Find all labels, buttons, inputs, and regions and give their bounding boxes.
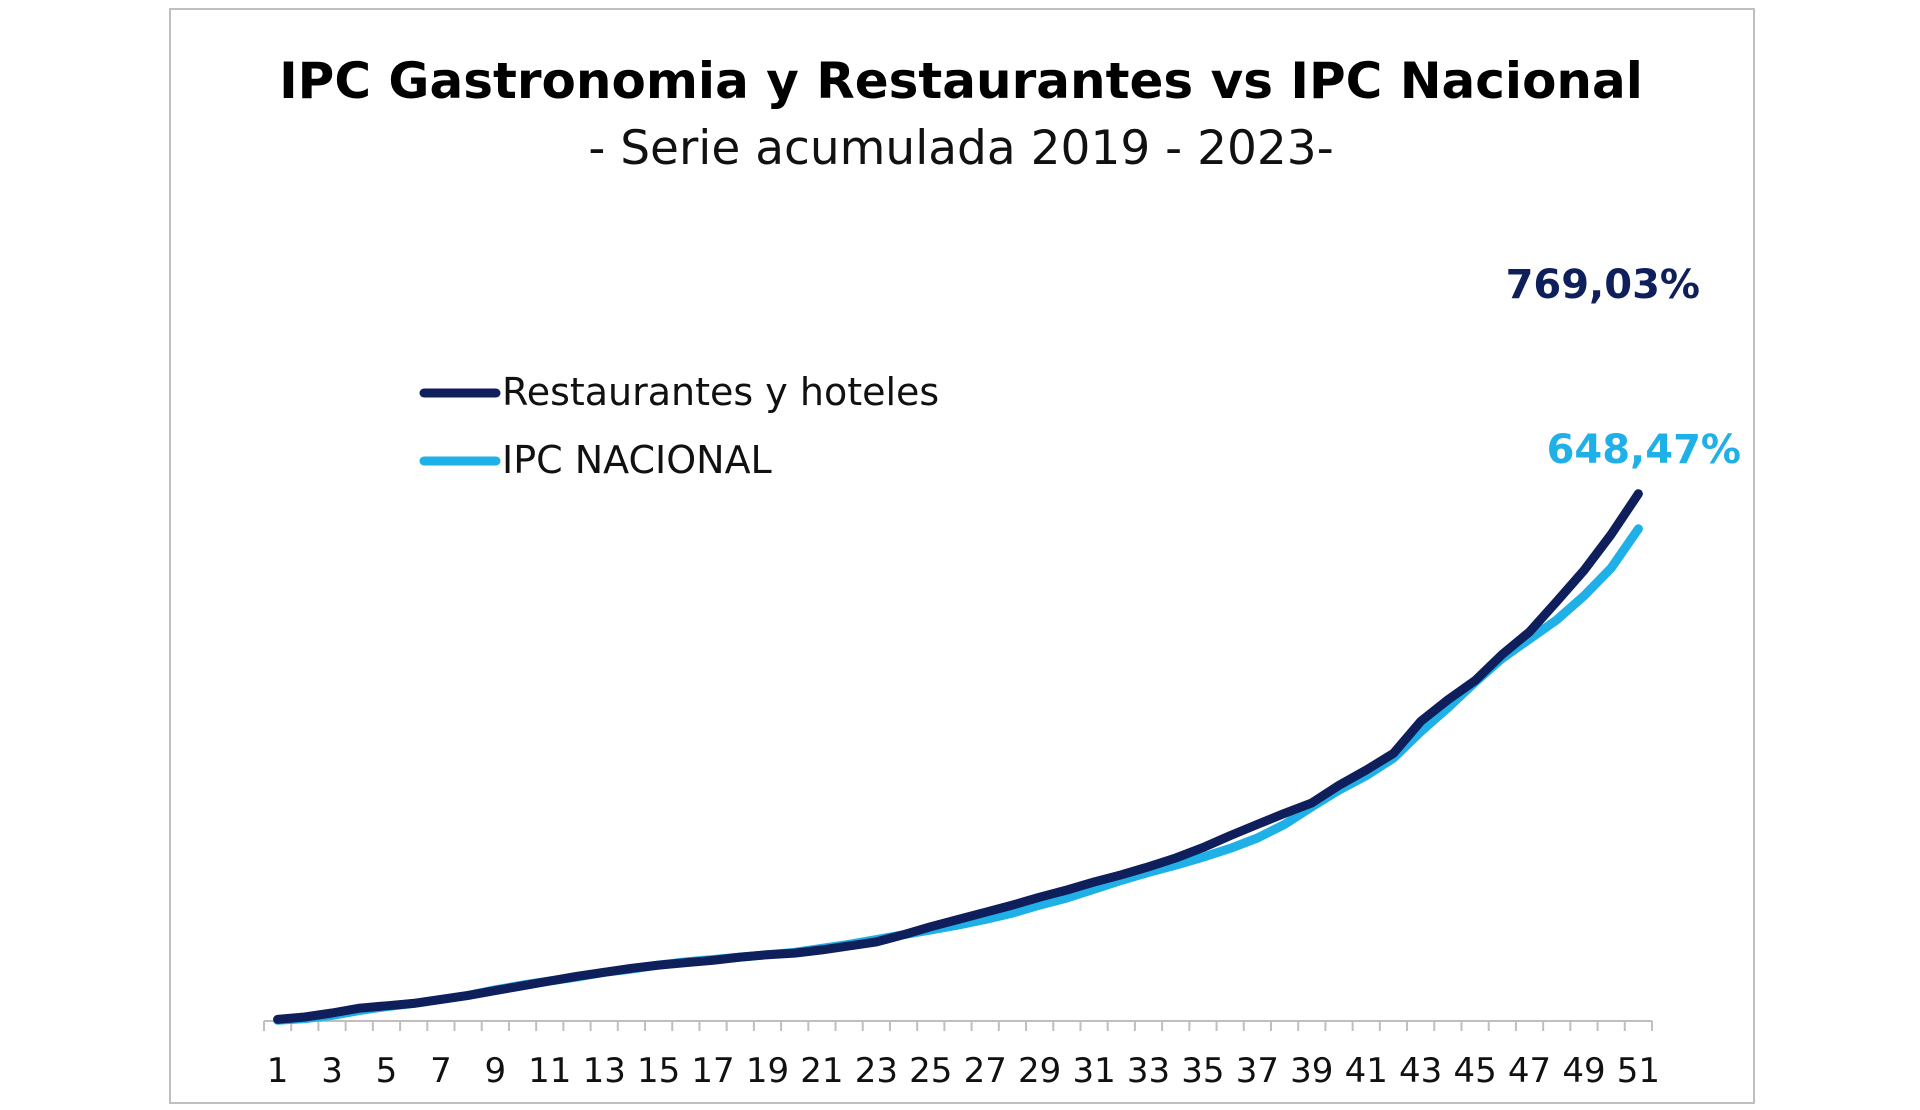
x-tick-label: 23: [855, 1051, 898, 1091]
x-tick-label: 27: [964, 1051, 1007, 1091]
x-tick-label: 35: [1181, 1051, 1224, 1091]
x-tick-label: 5: [376, 1051, 398, 1091]
x-tick-label: 7: [430, 1051, 452, 1091]
x-tick-label: 11: [528, 1051, 571, 1091]
x-tick-label: 25: [909, 1051, 952, 1091]
series-layer: [273, 489, 1643, 1025]
x-tick-label: 33: [1127, 1051, 1170, 1091]
end-label-restaurantes: 769,03%: [1506, 262, 1700, 308]
x-tick-label: 47: [1508, 1051, 1551, 1091]
x-tick-label: 17: [691, 1051, 734, 1091]
x-tick-label: 9: [485, 1051, 507, 1091]
x-tick-label: 31: [1072, 1051, 1115, 1091]
chart-subtitle: - Serie acumulada 2019 - 2023-: [588, 121, 1333, 176]
x-axis-tick-labels: 1 3 5 7 9 11 13 15 17 19 21 23 25 27 29 31 33 35 37 39 41 43 4…: [267, 1051, 1660, 1091]
x-tick-label: 51: [1617, 1051, 1660, 1091]
series-line-restaurantes: [273, 489, 1643, 1024]
x-tick-label: 13: [583, 1051, 626, 1091]
chart-title: IPC Gastronomia y Restaurantes vs IPC Na…: [279, 52, 1643, 110]
x-tick-label: 3: [321, 1051, 343, 1091]
x-tick-label: 49: [1562, 1051, 1605, 1091]
x-tick-label: 19: [746, 1051, 789, 1091]
x-tick-label: 21: [800, 1051, 843, 1091]
x-tick-label: 43: [1399, 1051, 1442, 1091]
legend-label-nacional: IPC NACIONAL: [502, 438, 772, 482]
series-line-nacional: [273, 524, 1643, 1025]
x-tick-label: 15: [637, 1051, 680, 1091]
legend-label-restaurantes: Restaurantes y hoteles: [502, 370, 939, 414]
end-label-nacional: 648,47%: [1547, 427, 1741, 473]
x-tick-label: 41: [1345, 1051, 1388, 1091]
x-tick-label: 29: [1018, 1051, 1061, 1091]
x-tick-label: 39: [1290, 1051, 1333, 1091]
x-tick-label: 45: [1453, 1051, 1496, 1091]
x-tick-label: 1: [267, 1051, 289, 1091]
chart-frame: [169, 8, 1755, 1104]
x-axis-ticks: [263, 1021, 1653, 1031]
legend: Restaurantes y hoteles IPC NACIONAL: [419, 370, 939, 482]
x-tick-label: 37: [1236, 1051, 1279, 1091]
